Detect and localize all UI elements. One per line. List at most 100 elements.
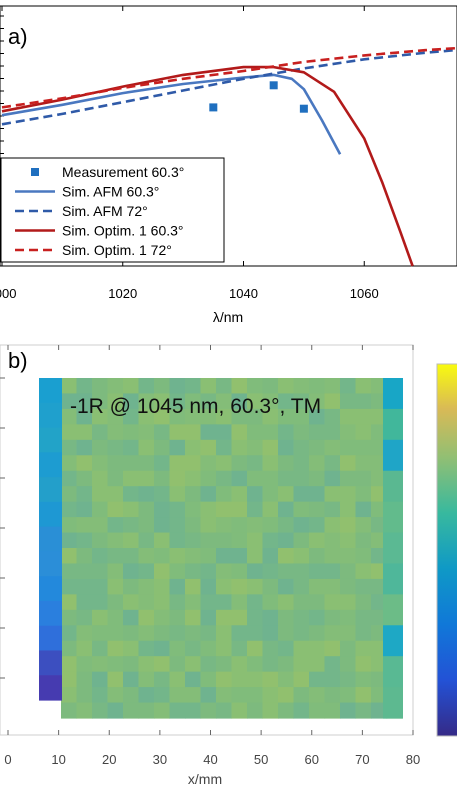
heatmap-cell [61,408,78,425]
x-tick-label: 1040 [229,286,258,301]
heatmap-cell [278,594,295,611]
heatmap-cell [185,486,202,503]
heatmap-cell [169,625,186,642]
heatmap-cell [107,378,124,395]
heatmap-cell [355,439,372,456]
heatmap-cell [123,702,140,719]
heatmap-cell [355,702,372,719]
heatmap-cell [200,578,217,595]
heatmap-cell [309,439,326,456]
heatmap-cell [138,378,155,395]
plot-a-x-tick-labels: 10001020104010601080 [0,286,379,301]
heatmap-cell [107,548,124,565]
measurement-point [299,104,308,113]
heatmap-cell [61,393,78,410]
heatmap-cell [262,671,279,688]
heatmap-cell [200,640,217,657]
legend-entry-0: Measurement 60.3° [62,164,184,180]
x-tick-label: 1060 [350,286,379,301]
heatmap-cell [247,532,264,549]
heatmap-cell [107,517,124,534]
heatmap-cell [247,702,264,719]
heatmap-cell [324,625,341,642]
heatmap-cell [278,625,295,642]
heatmap-cell [185,378,202,395]
heatmap-cell [355,563,372,580]
heatmap-cell [262,486,279,503]
heatmap-cell [200,408,217,425]
heatmap-cell [231,455,248,472]
heatmap-cell [107,439,124,456]
heatmap-cell [76,532,93,549]
heatmap-cell [76,470,93,487]
heatmap-cell [216,501,233,518]
heatmap-cell [61,378,78,395]
heatmap-cell [138,640,155,657]
heatmap-cell [262,594,279,611]
heatmap-cell [231,625,248,642]
heatmap-cell [107,702,124,719]
heatmap-cell [309,594,326,611]
heatmap-cell [324,702,341,719]
heatmap-cell-edge [383,378,403,410]
heatmap-cell [262,702,279,719]
heatmap-cell [61,625,78,642]
heatmap-cell [262,687,279,704]
heatmap-cell [309,609,326,626]
heatmap-cell [278,424,295,441]
heatmap-cell [309,470,326,487]
heatmap-cell [107,408,124,425]
heatmap-cell [340,548,357,565]
x-tick-label: 1000 [0,286,16,301]
heatmap-cell [107,486,124,503]
plot-b-tick-marks [0,345,414,735]
heatmap-cell [231,424,248,441]
heatmap-cell [324,486,341,503]
heatmap-cell [76,594,93,611]
heatmap-cell [185,702,202,719]
heatmap-cell-edge [39,576,62,602]
heatmap-cell [355,578,372,595]
heatmap-cell-edge [383,532,403,565]
legend-entry-2: Sim. AFM 72° [62,203,148,219]
heatmap-cell [92,671,109,688]
heatmap-cell [324,548,341,565]
heatmap-cell [185,671,202,688]
heatmap-cell [123,486,140,503]
heatmap-cell [185,517,202,534]
x-tick-label: 1020 [108,286,137,301]
heatmap-cell [293,378,310,395]
heatmap-cell [278,378,295,395]
heatmap-cell-edge [39,625,62,652]
heatmap-cell [76,378,93,395]
heatmap-cell [278,532,295,549]
heatmap-cell-edge [39,600,62,627]
heatmap-cell [355,408,372,425]
heatmap-cell [76,656,93,673]
heatmap-cell [278,470,295,487]
heatmap-cell-edge [39,427,62,453]
heatmap-cell [61,563,78,580]
heatmap-cell-edge [383,656,403,688]
heatmap-cell [61,687,78,704]
heatmap-cell [185,609,202,626]
heatmap-cell [309,532,326,549]
heatmap-cell [278,517,295,534]
panel-a-label: a) [8,24,28,49]
heatmap-cell [340,501,357,518]
colorbar [436,363,457,737]
heatmap-cell [169,455,186,472]
heatmap-cell [76,687,93,704]
heatmap-cell [92,563,109,580]
heatmap-cell [355,594,372,611]
heatmap-cell [169,594,186,611]
heatmap-cell [138,439,155,456]
plot-b-x-axis-label: x/mm [188,771,222,787]
heatmap-cell [185,687,202,704]
heatmap-cell [138,470,155,487]
heatmap-cell [231,594,248,611]
heatmap-cell [247,486,264,503]
heatmap-cell [355,486,372,503]
panel-a: a) Measurement 60.3° Sim. AFM 60.3° Sim. A… [0,5,457,325]
heatmap-cell [324,439,341,456]
